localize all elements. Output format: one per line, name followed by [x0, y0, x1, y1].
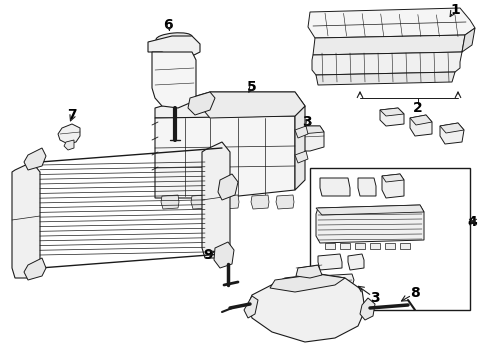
Polygon shape — [161, 195, 179, 209]
Text: 3: 3 — [302, 115, 312, 129]
Polygon shape — [410, 115, 432, 136]
Polygon shape — [155, 116, 295, 198]
Polygon shape — [244, 296, 258, 318]
Polygon shape — [295, 151, 308, 163]
Polygon shape — [320, 178, 350, 196]
Polygon shape — [316, 72, 455, 85]
Text: 5: 5 — [247, 80, 257, 94]
Polygon shape — [148, 36, 200, 56]
Bar — [325, 243, 335, 249]
Polygon shape — [348, 254, 364, 270]
Polygon shape — [410, 115, 432, 125]
Bar — [310, 168, 470, 310]
Polygon shape — [191, 195, 209, 209]
Polygon shape — [152, 52, 196, 108]
Polygon shape — [295, 126, 308, 138]
Bar — [340, 243, 350, 249]
Text: 2: 2 — [413, 101, 423, 115]
Text: 8: 8 — [410, 286, 420, 300]
Polygon shape — [270, 274, 345, 292]
Polygon shape — [248, 274, 365, 342]
Polygon shape — [358, 178, 376, 196]
Polygon shape — [58, 124, 80, 144]
Polygon shape — [380, 108, 404, 116]
Polygon shape — [295, 106, 305, 190]
Text: 9: 9 — [203, 248, 213, 262]
Polygon shape — [440, 123, 464, 133]
Text: 7: 7 — [67, 108, 77, 122]
Polygon shape — [188, 92, 215, 115]
Polygon shape — [251, 195, 269, 209]
Polygon shape — [202, 142, 230, 258]
Polygon shape — [24, 258, 46, 280]
Polygon shape — [282, 126, 324, 151]
Polygon shape — [312, 52, 462, 75]
Polygon shape — [200, 92, 305, 118]
Polygon shape — [382, 174, 404, 182]
Text: 3: 3 — [370, 291, 380, 305]
Bar — [400, 243, 410, 249]
Bar — [385, 243, 395, 249]
Polygon shape — [64, 140, 74, 150]
Polygon shape — [440, 123, 464, 144]
Polygon shape — [276, 195, 294, 209]
Polygon shape — [316, 274, 354, 288]
Polygon shape — [308, 8, 475, 38]
Polygon shape — [286, 126, 324, 135]
Text: 6: 6 — [163, 18, 173, 32]
Polygon shape — [24, 148, 46, 170]
Polygon shape — [296, 265, 322, 278]
Polygon shape — [462, 28, 475, 52]
Polygon shape — [316, 205, 424, 243]
Ellipse shape — [156, 33, 192, 43]
Polygon shape — [382, 174, 404, 198]
Polygon shape — [155, 92, 305, 118]
Polygon shape — [214, 242, 234, 268]
Polygon shape — [12, 162, 40, 278]
Text: 1: 1 — [450, 3, 460, 17]
Polygon shape — [221, 195, 239, 209]
Polygon shape — [316, 205, 424, 215]
Bar — [355, 243, 365, 249]
Polygon shape — [318, 254, 342, 270]
Text: 4: 4 — [467, 215, 477, 229]
Polygon shape — [360, 298, 375, 320]
Bar — [370, 243, 380, 249]
Polygon shape — [380, 108, 404, 126]
Polygon shape — [313, 35, 465, 55]
Polygon shape — [218, 174, 238, 200]
